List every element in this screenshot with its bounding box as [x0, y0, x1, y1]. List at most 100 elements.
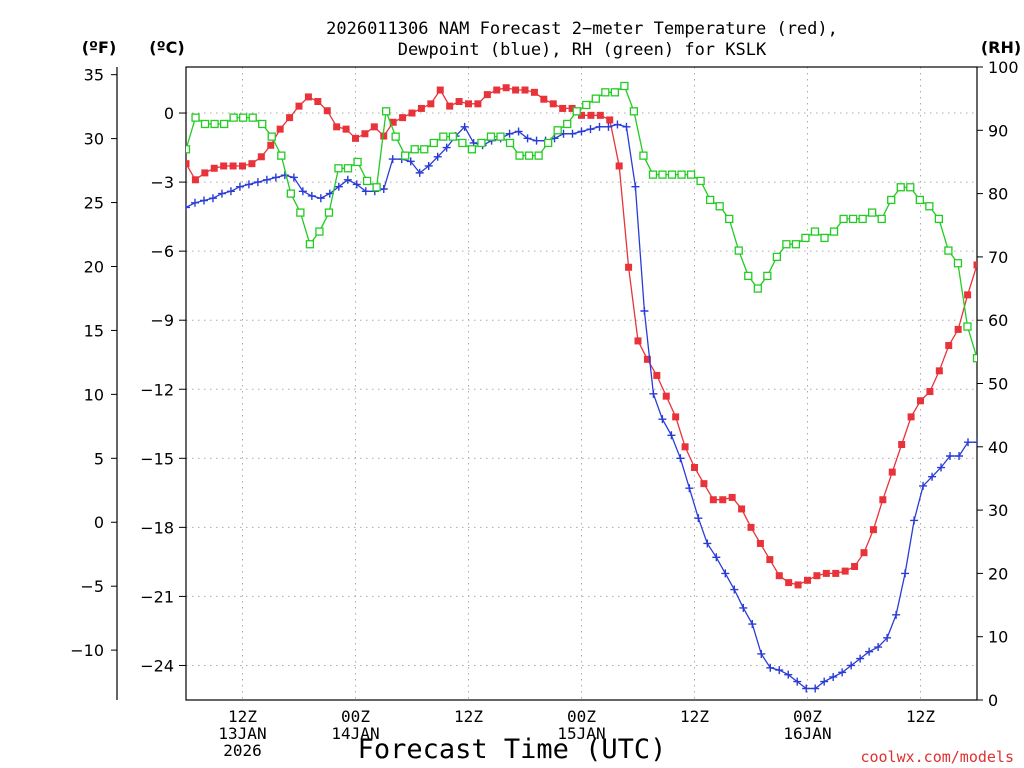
celsius-tick-label: −3	[150, 173, 174, 192]
celsius-tick-label: −21	[140, 587, 174, 606]
temperature-point	[210, 164, 218, 172]
temperature-point	[436, 86, 444, 94]
rh-point	[782, 240, 791, 249]
dewpoint-point	[919, 481, 928, 490]
dewpoint-point	[334, 182, 343, 191]
rh-tick-label: 70	[988, 248, 1008, 267]
rh-point	[820, 233, 829, 243]
fahrenheit-tick-label: 35	[84, 66, 104, 85]
temperature-point	[286, 114, 294, 122]
dewpoint-point	[802, 684, 811, 693]
dewpoint-point	[883, 633, 892, 642]
dewpoint-point	[739, 603, 748, 612]
temperature-point	[474, 100, 482, 108]
temperature-point	[964, 291, 972, 299]
dewpoint-point	[442, 143, 451, 152]
rh-point	[229, 113, 238, 122]
temperature-point	[342, 125, 350, 133]
dewpoint-point	[748, 620, 757, 629]
dewpoint-point	[964, 438, 973, 447]
rh-point	[639, 151, 648, 160]
dewpoint-point	[235, 182, 244, 191]
dewpoint-point	[388, 155, 397, 164]
temperature-point	[653, 371, 661, 379]
temperature-point	[512, 86, 520, 94]
rh-point	[219, 119, 229, 129]
dewpoint-point	[379, 184, 388, 193]
rh-point	[486, 132, 496, 141]
temperature-point	[323, 107, 331, 115]
rh-point	[744, 271, 753, 281]
series-line-rh	[186, 85, 977, 359]
series-dewpoint	[186, 120, 977, 693]
dewpoint-point	[505, 129, 514, 138]
temperature-point	[333, 123, 341, 131]
dewpoint-point	[262, 175, 271, 184]
dewpoint-point	[703, 539, 712, 548]
rh-point	[305, 240, 315, 249]
temperature-point	[926, 388, 934, 396]
temperature-point	[455, 98, 463, 106]
rh-point	[839, 214, 848, 224]
temperature-point	[257, 153, 265, 161]
temperature-point	[738, 505, 746, 513]
rh-point	[572, 107, 581, 116]
rh-point	[934, 214, 944, 224]
temperature-point	[606, 116, 614, 124]
dewpoint-point	[649, 389, 658, 398]
rh-tick-label: 60	[988, 311, 1008, 330]
rh-point	[334, 164, 343, 173]
rh-point	[944, 246, 953, 255]
celsius-tick-label: −6	[150, 242, 174, 261]
fahrenheit-tick-label: 30	[84, 130, 104, 149]
fahrenheit-tick-label: −5	[80, 577, 104, 596]
series-layer	[186, 81, 977, 693]
fahrenheit-tick-label: 0	[94, 513, 104, 532]
temperature-point	[917, 397, 924, 405]
temperature-point	[719, 496, 727, 504]
dewpoint-point	[631, 182, 640, 191]
rh-point	[772, 252, 782, 262]
chart-title-line-1: 2026011306 NAM Forecast 2−meter Temperat…	[326, 19, 838, 39]
rh-point	[296, 208, 305, 217]
dewpoint-point	[856, 654, 865, 663]
temperature-point	[314, 98, 322, 106]
rh-tick-label: 100	[988, 58, 1019, 77]
dewpoint-point	[244, 180, 253, 189]
rh-point	[801, 233, 810, 243]
temperature-point	[615, 162, 623, 170]
temperature-point	[191, 176, 199, 184]
temperature-point	[973, 261, 977, 269]
temperature-point	[851, 562, 859, 570]
dewpoint-point	[199, 196, 208, 205]
dewpoint-point	[352, 180, 361, 189]
dewpoint-point	[604, 122, 613, 131]
dewpoint-point	[613, 120, 622, 129]
rh-point	[582, 100, 591, 110]
rh-point	[925, 202, 934, 211]
rh-point	[906, 183, 915, 192]
rh-point	[715, 202, 724, 211]
temperature-point	[794, 581, 802, 589]
temperature-point	[728, 493, 736, 501]
dewpoint-point	[910, 516, 919, 525]
rh-point	[410, 145, 419, 154]
temperature-point	[747, 523, 755, 531]
dewpoint-point	[271, 173, 280, 182]
rh-point	[706, 195, 715, 205]
rh-point	[210, 119, 219, 129]
dewpoint-point	[928, 472, 937, 481]
x-tick-label: 13JAN	[218, 724, 266, 743]
dewpoint-point	[190, 198, 199, 207]
rh-point	[629, 107, 639, 116]
rh-point	[372, 183, 381, 192]
rh-point	[610, 88, 620, 97]
rh-point	[277, 151, 286, 160]
dewpoint-point	[595, 122, 604, 131]
dewpoint-point	[757, 649, 766, 658]
temperature-point	[559, 104, 567, 112]
rh-point	[534, 151, 543, 160]
dewpoint-point	[793, 677, 802, 686]
x-tick-label: 14JAN	[331, 724, 379, 743]
rh-point	[563, 119, 572, 129]
